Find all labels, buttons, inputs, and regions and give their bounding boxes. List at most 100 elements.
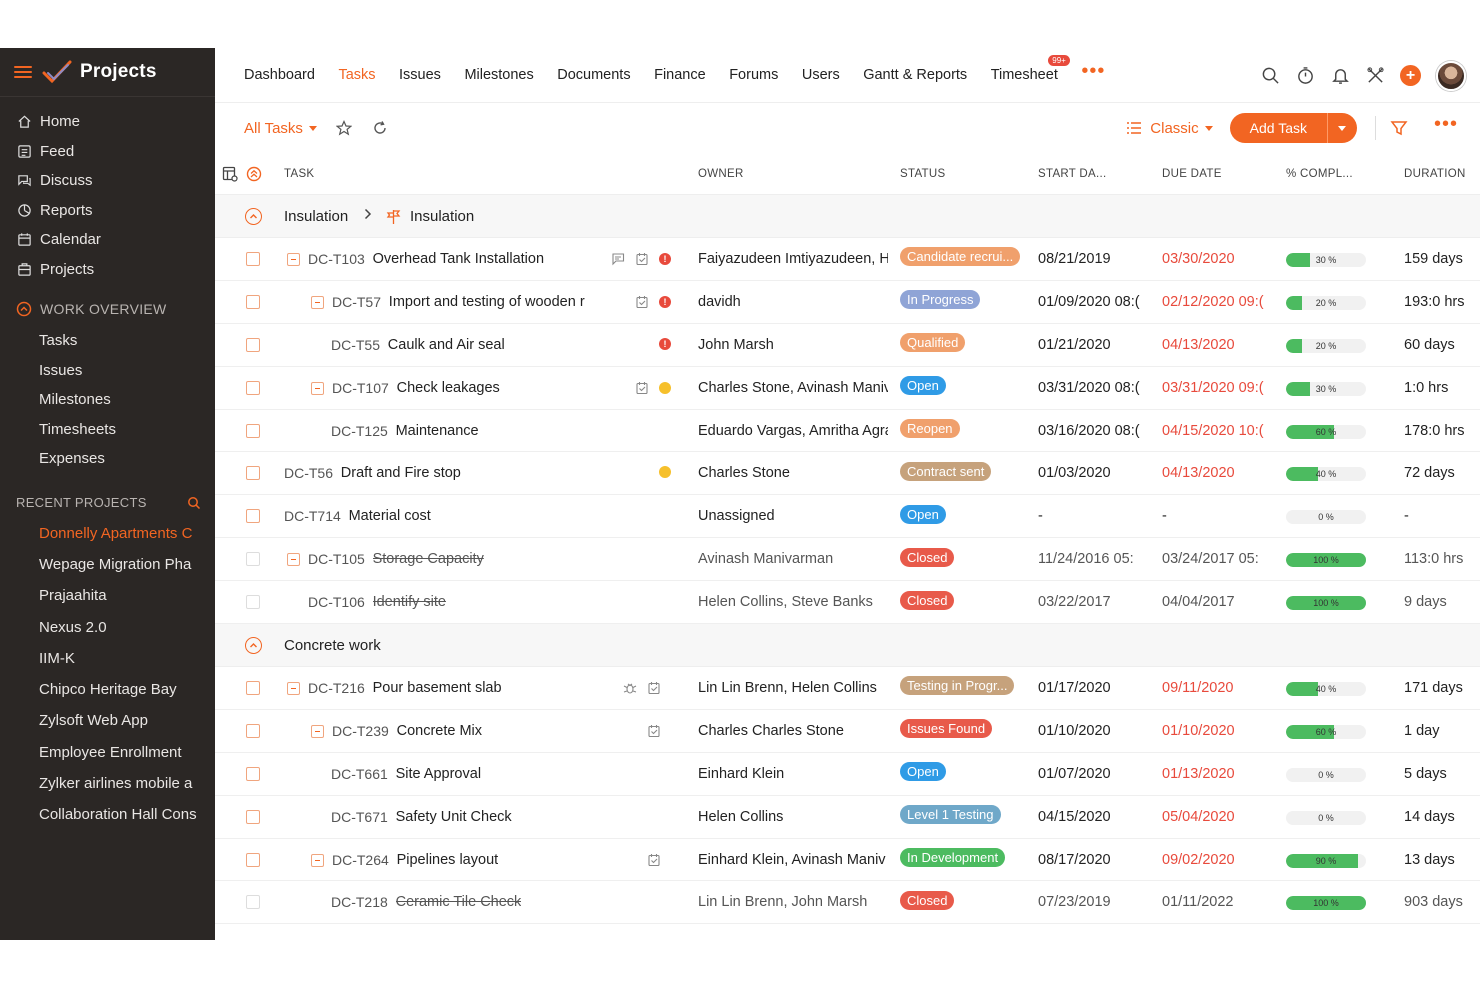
task-name[interactable]: Concrete Mix [396, 722, 483, 739]
collapse-all-icon[interactable] [246, 166, 262, 182]
task-name[interactable]: Ceramic Tile Check [395, 894, 522, 911]
task-owner[interactable]: Helen Collins [698, 808, 784, 825]
add-task-button[interactable]: Add Task [1249, 120, 1307, 136]
collapse-subtasks-icon[interactable] [287, 253, 300, 266]
status-badge[interactable]: Issues Found [900, 719, 993, 739]
add-task-dropdown[interactable] [1326, 113, 1357, 143]
progress-bar[interactable]: 90 % [1286, 853, 1366, 868]
column-header-duration[interactable]: DURATION [1404, 167, 1466, 180]
sidebar-item-feed[interactable]: Feed [0, 137, 215, 167]
table-row[interactable]: DC-T56 Draft and Fire stop Charles Stone Co… [215, 452, 1480, 496]
row-checkbox[interactable] [246, 723, 260, 738]
recent-project-item[interactable]: Donnelly Apartments C [39, 524, 193, 542]
recent-project-item[interactable]: Zylsoft Web App [39, 712, 148, 730]
task-owner[interactable]: Lin Lin Brenn, John Marsh [698, 894, 868, 911]
status-badge[interactable]: Candidate recrui... [900, 247, 1021, 267]
status-badge[interactable]: Qualified [900, 333, 966, 353]
milestone-link[interactable]: Insulation [385, 208, 474, 225]
log-icon[interactable] [647, 681, 661, 695]
sidebar-item-calendar[interactable]: Calendar [0, 225, 215, 255]
collapse-subtasks-icon[interactable] [287, 682, 300, 696]
task-name[interactable]: Site Approval [395, 765, 482, 782]
task-name[interactable]: Draft and Fire stop [340, 465, 461, 482]
progress-bar[interactable]: 30 % [1286, 381, 1366, 396]
task-owner[interactable]: Lin Lin Brenn, Helen Collins [698, 679, 877, 696]
tab-users[interactable]: Users [802, 67, 840, 83]
table-row[interactable]: DC-T264 Pipelines layout Einhard Klein, Av… [215, 839, 1480, 882]
column-header-owner[interactable]: OWNER [698, 167, 744, 180]
row-checkbox[interactable] [246, 294, 260, 309]
table-row[interactable]: DC-T239 Concrete Mix Charles Charles Stone… [215, 710, 1480, 753]
task-group-header[interactable]: Insulation Insulation [215, 195, 1480, 238]
task-name[interactable]: Check leakages [396, 379, 500, 396]
task-owner[interactable]: Charles Stone, Avinash Maniv [698, 379, 888, 396]
column-header-task[interactable]: TASK [284, 167, 315, 180]
task-view-selector[interactable]: All Tasks [244, 120, 317, 137]
row-checkbox[interactable] [246, 466, 260, 481]
table-row[interactable]: DC-T107 Check leakages Charles Stone, Avin… [215, 367, 1480, 410]
status-badge[interactable]: Open [900, 504, 946, 524]
table-row[interactable]: DC-T714 Material cost Unassigned Open - - 0 % - [215, 495, 1480, 539]
progress-bar[interactable]: 60 % [1286, 424, 1366, 439]
row-checkbox[interactable] [246, 509, 260, 524]
recent-project-item[interactable]: Nexus 2.0 [39, 618, 107, 636]
row-checkbox[interactable] [246, 852, 260, 867]
log-icon[interactable] [647, 853, 661, 867]
recent-project-item[interactable]: Collaboration Hall Cons [39, 806, 197, 824]
row-checkbox[interactable] [246, 809, 260, 824]
task-name[interactable]: Storage Capacity [372, 551, 484, 568]
task-owner[interactable]: Unassigned [698, 508, 775, 525]
task-owner[interactable]: Helen Collins, Steve Banks [698, 594, 873, 611]
task-name[interactable]: Caulk and Air seal [387, 336, 505, 353]
collapse-group-icon[interactable] [245, 637, 262, 655]
task-name[interactable]: Pipelines layout [396, 851, 499, 868]
recent-project-item[interactable]: Chipco Heritage Bay [39, 681, 177, 699]
status-badge[interactable]: Contract sent [900, 461, 992, 481]
table-row[interactable]: DC-T105 Storage Capacity Avinash Manivarma… [215, 538, 1480, 582]
status-badge[interactable]: Open [900, 376, 946, 396]
tab-finance[interactable]: Finance [654, 67, 706, 83]
layout-selector[interactable]: Classic [1126, 120, 1213, 137]
tab-issues[interactable]: Issues [399, 67, 441, 83]
column-settings-icon[interactable] [222, 166, 238, 182]
row-checkbox[interactable] [246, 423, 260, 438]
table-row[interactable]: DC-T671 Safety Unit Check Helen Collins Lev… [215, 796, 1480, 839]
sidebar-item-projects[interactable]: Projects [0, 255, 215, 285]
search-icon[interactable] [187, 496, 201, 510]
log-icon[interactable] [635, 252, 649, 266]
task-owner[interactable]: davidh [698, 293, 741, 310]
tab-milestones[interactable]: Milestones [464, 67, 533, 83]
row-checkbox[interactable] [246, 252, 260, 266]
progress-bar[interactable]: 0 % [1286, 510, 1366, 525]
toolbar-more-button[interactable]: ••• [1433, 112, 1458, 135]
sidebar-item-discuss[interactable]: Discuss [0, 166, 215, 196]
row-checkbox[interactable] [246, 595, 260, 610]
quick-add-icon[interactable]: + [1400, 65, 1421, 86]
task-name[interactable]: Import and testing of wooden r [388, 293, 585, 310]
task-name[interactable]: Identify site [372, 594, 446, 611]
tab-timesheet[interactable]: Timesheet 99+ [991, 55, 1070, 83]
collapse-group-icon[interactable] [245, 208, 262, 225]
status-badge[interactable]: Testing in Progr... [900, 676, 1015, 696]
task-owner[interactable]: Avinash Manivarman [698, 551, 834, 568]
sidebar-item-timesheets[interactable]: Timesheets [39, 420, 116, 438]
hamburger-menu-icon[interactable] [14, 66, 32, 78]
user-avatar[interactable] [1436, 60, 1466, 91]
column-header-due-date[interactable]: DUE DATE [1162, 167, 1222, 180]
tab-documents[interactable]: Documents [557, 67, 630, 83]
sidebar-item-reports[interactable]: Reports [0, 196, 215, 226]
task-owner[interactable]: John Marsh [698, 336, 774, 353]
column-header-percent-complete[interactable]: % COMPL... [1286, 167, 1353, 180]
task-name[interactable]: Safety Unit Check [395, 808, 512, 825]
row-checkbox[interactable] [246, 552, 260, 567]
bug-icon[interactable] [623, 681, 637, 695]
task-owner[interactable]: Einhard Klein [698, 765, 785, 782]
status-badge[interactable]: Level 1 Testing [900, 805, 1001, 825]
table-row[interactable]: DC-T218 Ceramic Tile Check Lin Lin Brenn, … [215, 881, 1480, 925]
task-owner[interactable]: Charles Stone [698, 465, 790, 482]
task-name[interactable]: Overhead Tank Installation [372, 250, 545, 267]
task-name[interactable]: Material cost [348, 508, 431, 525]
tab-tasks[interactable]: Tasks [338, 67, 375, 83]
task-group-header[interactable]: Concrete work [215, 624, 1480, 668]
progress-bar[interactable]: 20 % [1286, 338, 1366, 353]
